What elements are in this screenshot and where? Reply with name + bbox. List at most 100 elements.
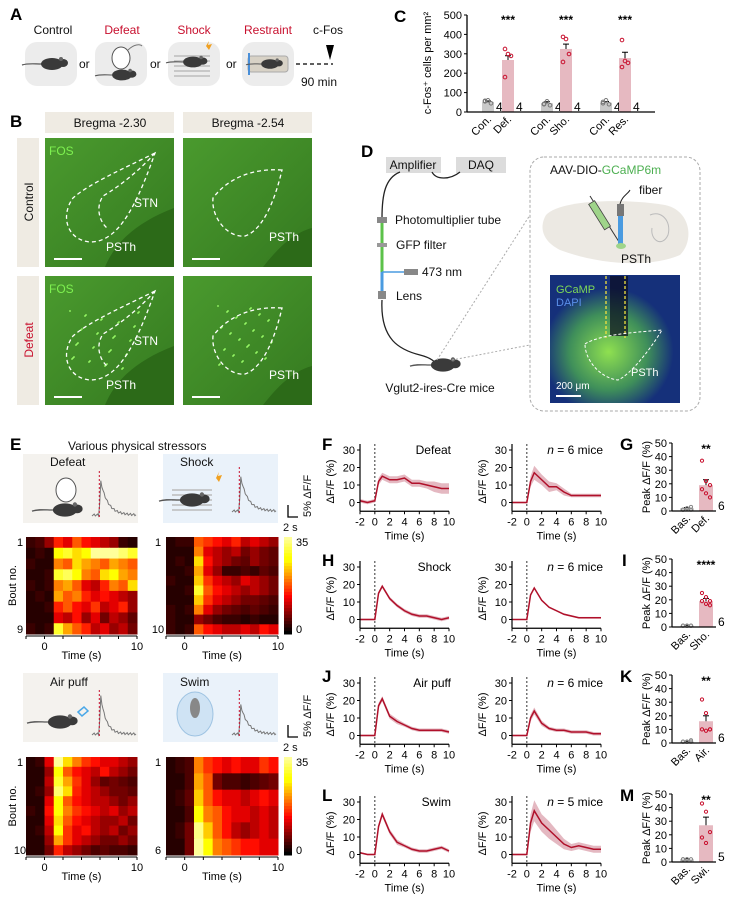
heatmap-cell [231, 838, 242, 856]
heatmap-cell [166, 838, 176, 856]
heatmap-cell [100, 796, 110, 807]
heatmap-cell [53, 825, 64, 836]
n-label: 6 [718, 731, 725, 745]
y-tick-label: 50 [655, 789, 667, 801]
scale-time-label: 2 s [283, 522, 298, 534]
heatmap-cell [72, 612, 82, 624]
colorbar-segment [284, 614, 292, 619]
y-tick-label: 0 [661, 506, 667, 518]
heatmap-cell [90, 601, 101, 613]
heatmap-cell [175, 624, 186, 635]
colorbar-segment [284, 588, 292, 593]
cable [381, 171, 401, 219]
mouse-head [198, 57, 208, 65]
row-label-defeat: Defeat [22, 322, 36, 358]
heatmap-cell [81, 786, 92, 797]
heatmap-cell [26, 569, 36, 581]
fos-cell [233, 354, 235, 356]
y-tick-label: 1 [17, 757, 23, 769]
mouse-icon [409, 357, 461, 372]
scale-df-label: 5% ΔF/F [302, 475, 314, 517]
mouse-head [127, 70, 137, 78]
y-tick-label: 10 [343, 480, 355, 492]
y-tick-label: 1 [155, 537, 161, 549]
heatmap-cell [90, 757, 101, 768]
colorbar-segment [284, 604, 292, 609]
y-tick-label: 30 [343, 797, 355, 809]
fos-cell [236, 316, 238, 318]
mouse-head [198, 494, 210, 504]
heatmap-cell [250, 838, 260, 856]
heatmap-cell [63, 786, 73, 797]
heatmap-cell [63, 766, 73, 778]
y-tick-label: 40 [655, 684, 667, 696]
heatmap-cell [166, 624, 176, 635]
heatmap-cell [90, 569, 101, 581]
heatmap-cell [44, 569, 55, 581]
colorbar-segment [284, 595, 292, 599]
x-axis-label: Time (s) [202, 871, 242, 883]
x-tick-label: -2 [507, 633, 517, 645]
heatmap-cell [222, 595, 232, 606]
heatmap-cell [109, 537, 119, 549]
heatmap-cell [212, 566, 223, 577]
colorbar: 35 0 [284, 537, 308, 636]
heatmap-cell [90, 806, 101, 817]
panel-label-c: C [394, 7, 406, 26]
mouse-tail [165, 61, 185, 64]
heatmap-cell [26, 757, 36, 768]
data-point [703, 728, 709, 733]
heatmap-cell [63, 623, 73, 635]
heatmap-cell [127, 776, 138, 787]
heatmap-cell [118, 547, 129, 560]
mouse-ear [128, 68, 132, 73]
stn-outline [98, 290, 156, 367]
heatmap-cell [212, 624, 223, 635]
stressor-box-airpuff [23, 673, 138, 742]
colorbar-segment [284, 832, 292, 836]
gcamp-label: GCaMP [556, 284, 595, 296]
heatmap-cell [118, 766, 129, 778]
data-point [703, 840, 709, 846]
cerebellum-icon [649, 213, 670, 243]
colorbar-segment [284, 627, 292, 632]
heatmap-cell [72, 537, 82, 549]
heatmap-cell [240, 838, 251, 856]
scale-time-label: 2 s [283, 742, 298, 754]
heatmap-cell [100, 623, 110, 635]
x-tick-label: 0 [372, 749, 378, 761]
heatmap-cell [53, 590, 64, 603]
mouse-tail [245, 63, 263, 66]
heatmap-cell [268, 604, 279, 616]
heatmap-cell [268, 757, 279, 774]
heatmap-cell [259, 537, 270, 548]
x-tick-label: 10 [595, 868, 607, 880]
y-tick-label: 100 [444, 88, 462, 100]
heatmap-cell [44, 547, 55, 560]
n-label: 4 [496, 100, 503, 114]
row-label-control: Control [22, 183, 36, 222]
y-tick-label: 20 [655, 830, 667, 842]
data-point [707, 599, 713, 604]
heatmap-cell [127, 590, 138, 603]
heatmap-cell [118, 612, 129, 624]
heatmap-cell [118, 601, 129, 613]
y-axis-label: ΔF/F (%) [325, 576, 337, 620]
data-point [566, 51, 572, 57]
x-tick-label: 2 [387, 516, 393, 528]
x-axis-label: Time (s) [537, 647, 577, 659]
heatmap-cell [203, 757, 214, 774]
heatmap-cell [259, 773, 270, 791]
x-axis-label: Time (s) [537, 530, 577, 542]
mouse-line-label: Vglut2-ires-Cre mice [385, 381, 495, 395]
condition-restraint-label: Restraint [244, 23, 293, 37]
heatmap-cell [26, 623, 36, 635]
panel-label-m: M [620, 786, 634, 805]
mean-trace [359, 475, 449, 504]
colorbar-segment [284, 783, 292, 787]
heatmap-cell [259, 546, 270, 557]
heatmap-cell [194, 604, 204, 616]
heatmap-cell [26, 815, 36, 827]
x-tick-label: 6 [416, 868, 422, 880]
